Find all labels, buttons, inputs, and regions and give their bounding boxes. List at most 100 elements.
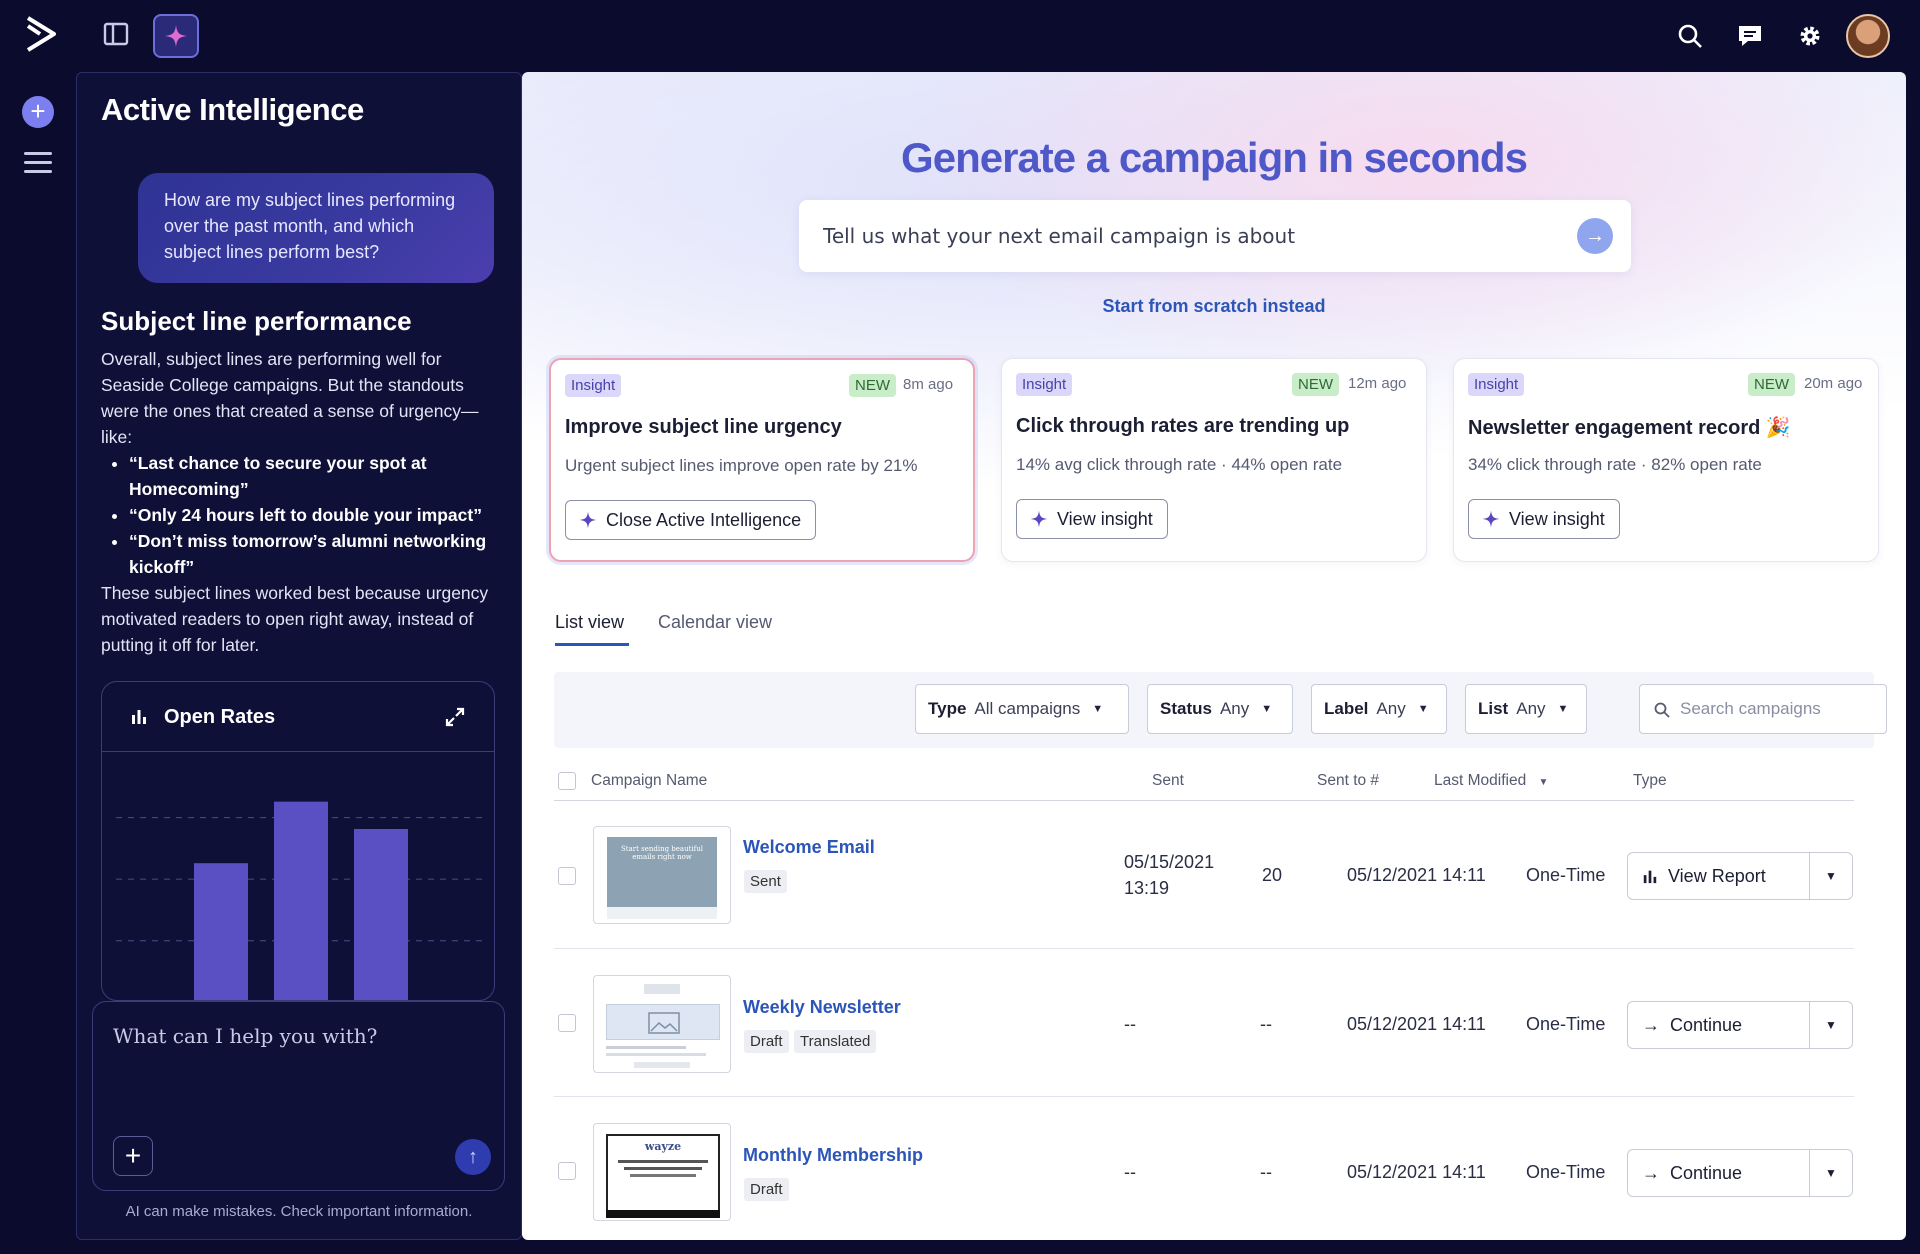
ai-disclaimer: AI can make mistakes. Check important in… [125,1203,473,1220]
avatar[interactable] [1846,14,1890,58]
menu-icon[interactable] [24,152,52,174]
status-tag: Draft [744,1178,789,1201]
start-from-scratch-link[interactable]: Start from scratch instead [1102,296,1326,316]
column-header-label: Last Modified [1434,772,1527,789]
campaign-prompt-input[interactable] [823,222,1563,250]
chevron-down-icon: ▼ [1092,703,1104,715]
thumbnail-line [630,1174,696,1177]
expand-icon[interactable] [444,706,466,728]
row-checkbox[interactable] [558,867,576,885]
insight-timestamp: 12m ago [1348,375,1407,392]
last-modified: 05/12/2021 14:11 [1347,1014,1486,1034]
view-insight-button[interactable]: View insight [1468,499,1620,539]
active-intelligence-button[interactable] [153,14,199,58]
response-outro: These subject lines worked best because … [101,583,489,655]
campaign-thumbnail[interactable]: wayze [593,1123,731,1221]
insight-title: Newsletter engagement record 🎉 [1468,417,1791,439]
column-header-campaign-name[interactable]: Campaign Name [591,772,708,789]
attach-button[interactable]: + [113,1136,153,1176]
insight-card[interactable]: Insight NEW 8m ago Improve subject line … [549,358,975,562]
search-campaigns-input[interactable] [1680,699,1880,719]
arrow-up-icon: ↑ [468,1146,478,1168]
continue-button[interactable]: → Continue [1628,1150,1810,1196]
prompt-submit-button[interactable]: → [1577,218,1613,254]
row-action-dropdown[interactable]: ▼ [1810,853,1852,899]
view-report-button[interactable]: View Report [1628,853,1810,899]
user-message-bubble: How are my subject lines performing over… [138,173,494,283]
chart-bar[interactable] [194,863,248,1000]
gear-icon[interactable] [1792,18,1828,54]
insight-card[interactable]: Insight NEW 12m ago Click through rates … [1001,358,1427,562]
new-badge: NEW [1748,373,1795,396]
sent-date: -- [1124,1014,1136,1034]
composer: + ↑ [92,1001,505,1191]
select-all-checkbox[interactable] [558,772,576,790]
status-tag: Draft [744,1030,789,1053]
thumbnail-line [634,1062,690,1068]
sent-to-count: -- [1260,1014,1272,1034]
filter-bar: Type All campaigns ▼ Status Any ▼ Label … [554,672,1887,748]
campaign-thumbnail[interactable]: Start sending beautiful emails right now [593,826,731,924]
tab-list-view[interactable]: List view [555,612,625,632]
insight-title: Click through rates are trending up [1016,415,1350,437]
campaign-prompt-box: → [799,200,1631,272]
chevron-down-icon: ▼ [1825,1018,1837,1032]
insight-title: Improve subject line urgency [565,416,842,438]
row-checkbox[interactable] [558,1014,576,1032]
insight-badge: Insight [565,374,622,397]
chart-bar[interactable] [354,829,408,1000]
campaign-name-link[interactable]: Monthly Membership [743,1145,924,1165]
status-filter[interactable]: Status Any ▼ [1147,684,1293,734]
chart-bar[interactable] [274,801,328,1000]
row-action-dropdown[interactable]: ▼ [1810,1002,1852,1048]
open-rates-chart-card: Open Rates [101,681,495,1001]
button-label: View insight [1057,508,1153,529]
new-chat-button[interactable]: + [22,96,54,128]
tab-calendar-view[interactable]: Calendar view [658,612,773,632]
sent-date: 05/15/2021 [1124,852,1215,872]
thumbnail-image [606,1004,720,1040]
thumbnail-line [606,1046,686,1049]
column-header-last-modified[interactable]: Last Modified ▼ [1434,772,1548,790]
row-action-split-button: View Report ▼ [1627,852,1853,900]
sparkle-icon [1482,510,1500,528]
image-placeholder-icon [648,1012,680,1034]
response-bullet: “Last chance to secure your spot at Home… [129,450,501,502]
label-filter[interactable]: Label Any ▼ [1311,684,1447,734]
active-tab-indicator [555,643,629,646]
row-action-dropdown[interactable]: ▼ [1810,1150,1852,1196]
insight-subtitle: 34% click through rate · 82% open rate [1468,455,1762,474]
campaign-search [1639,684,1887,734]
sent-to-count: 20 [1262,865,1283,885]
logo-icon[interactable] [22,14,60,54]
panel-toggle-icon[interactable] [98,16,134,52]
type-filter[interactable]: Type All campaigns ▼ [915,684,1129,734]
campaign-name-link[interactable]: Welcome Email [743,837,875,857]
filter-key: Status [1160,699,1212,718]
send-button[interactable]: ↑ [455,1139,491,1175]
chat-icon[interactable] [1732,18,1768,54]
insight-card[interactable]: Insight NEW 20m ago Newsletter engagemen… [1453,358,1879,562]
close-active-intelligence-button[interactable]: Close Active Intelligence [565,500,817,540]
campaign-type: One-Time [1526,865,1606,885]
campaign-thumbnail[interactable] [593,975,731,1073]
column-header-type[interactable]: Type [1633,772,1667,789]
column-header-sent-to[interactable]: Sent to # [1317,772,1380,789]
search-icon[interactable] [1672,18,1708,54]
sort-down-icon: ▼ [1538,777,1549,788]
composer-input[interactable] [113,1024,483,1048]
thumbnail-line [618,1160,708,1163]
continue-button[interactable]: → Continue [1628,1002,1810,1048]
chevron-down-icon: ▼ [1825,869,1837,883]
campaign-name-link[interactable]: Weekly Newsletter [743,997,901,1017]
response-bullet-list: “Last chance to secure your spot at Home… [129,450,501,580]
list-filter[interactable]: List Any ▼ [1465,684,1587,734]
filter-value: Any [1376,699,1406,718]
chart-title: Open Rates [164,706,276,728]
view-insight-button[interactable]: View insight [1016,499,1168,539]
column-header-sent[interactable]: Sent [1152,772,1184,789]
arrow-right-icon: → [1642,1014,1660,1035]
row-checkbox[interactable] [558,1162,576,1180]
response-body: Overall, subject lines are performing we… [101,346,501,658]
button-label: View insight [1509,508,1605,529]
